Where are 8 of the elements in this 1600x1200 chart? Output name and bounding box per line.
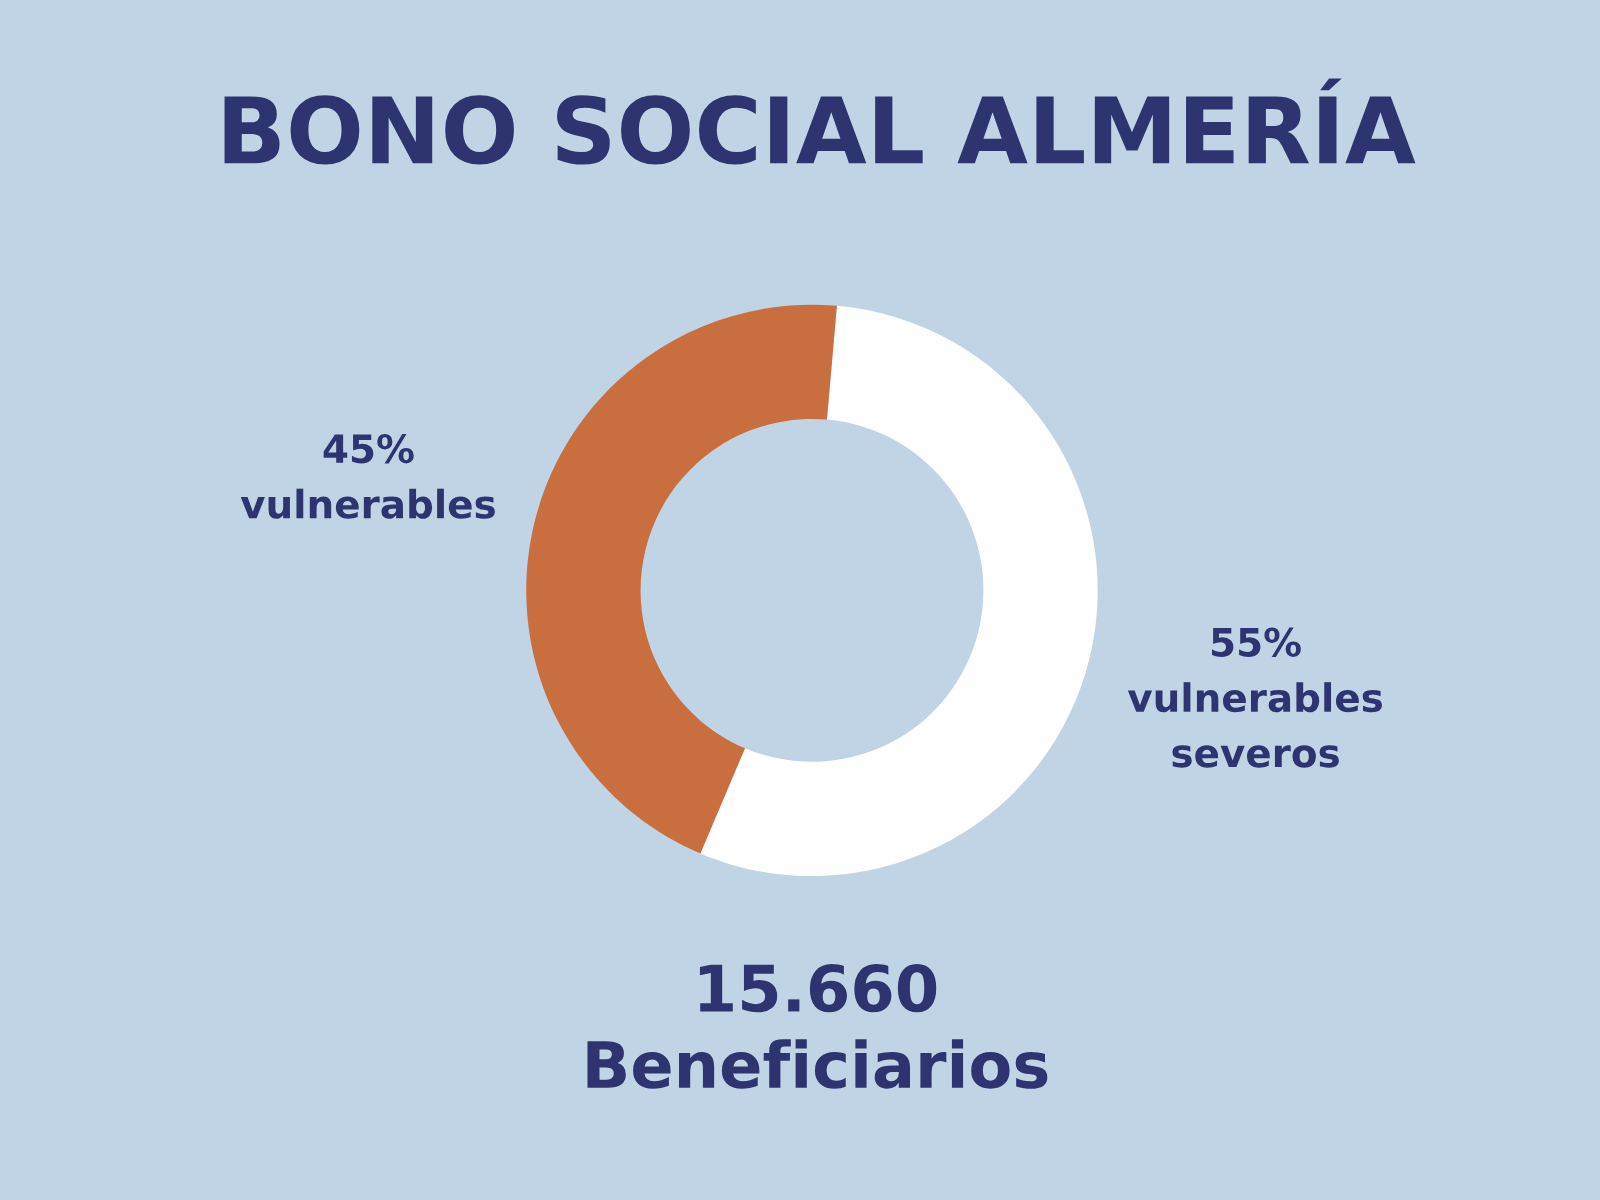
slice-label: vulnerables severos [1127,682,1382,768]
donut-slice [700,305,1098,877]
chart-title: BONO SOCIAL ALMERÍA [224,78,1416,165]
data-label: 55% [1212,627,1301,657]
text: 15.660 Beneficiarios [587,964,1048,1089]
donut-slice [526,304,837,854]
slice-label: vulnerables [240,488,495,519]
data-label: 45% [323,433,414,464]
